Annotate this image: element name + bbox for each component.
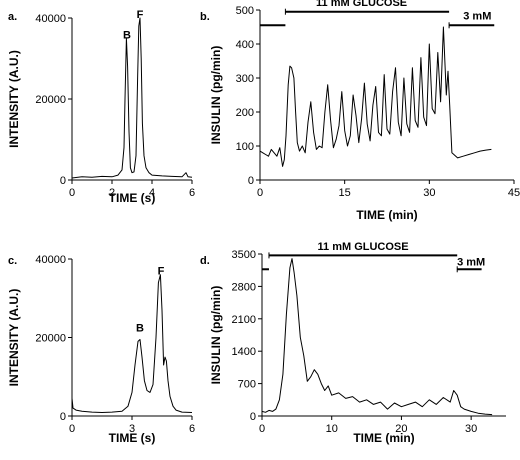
panel-a: a. 0 2 4 6 0 20000 40000 TIME (s) INTENSITY (A.U.… <box>7 9 195 205</box>
x-axis-label-b: TIME (min) <box>356 208 417 222</box>
annotation-label: 11 mM GLUCOSE <box>318 241 409 253</box>
series-line-a <box>71 17 193 179</box>
y-tick-label: 0 <box>60 175 66 187</box>
x-tick-label: 30 <box>423 187 435 199</box>
annotation-label: 11 mM GLUCOSE <box>316 0 407 9</box>
panel-label-c: c. <box>8 255 17 267</box>
annotation-label: F <box>158 266 165 278</box>
y-tick-label: 2100 <box>232 314 256 326</box>
y-tick-label: 20000 <box>35 333 66 345</box>
panel-b: b. 0 15 30 45 0 100 200 300 400 500 TIME (min) INSUL… <box>200 0 520 222</box>
y-tick-label: 200 <box>236 107 254 119</box>
x-tick-label: 45 <box>508 187 520 199</box>
x-axis-label-c: TIME (s) <box>109 431 156 445</box>
y-axis-label-c: INTENSITY (A.U.) <box>7 289 21 387</box>
y-tick-label: 500 <box>236 5 254 17</box>
x-tick-label: 6 <box>189 423 195 435</box>
x-tick-label: 6 <box>189 187 195 199</box>
annotation-label: F <box>137 9 144 21</box>
x-tick-label: 30 <box>465 423 477 435</box>
panel-label-d: d. <box>200 255 210 267</box>
y-axis-label-d: INSULIN (pg/min) <box>209 286 223 385</box>
panel-label-b: b. <box>200 11 210 23</box>
x-tick-label: 0 <box>257 187 263 199</box>
x-tick-label: 3 <box>129 423 135 435</box>
y-tick-label: 0 <box>60 411 66 423</box>
x-tick-label: 2 <box>109 187 115 199</box>
annotation-label: 3 mM <box>463 11 491 23</box>
x-tick-label: 0 <box>69 423 75 435</box>
y-axis-label-b: INSULIN (pg/min) <box>209 46 223 145</box>
x-axis-label-d: TIME (min) <box>353 431 414 445</box>
y-axis-label-a: INTENSITY (A.U.) <box>7 50 21 148</box>
y-tick-label: 40000 <box>35 254 66 266</box>
y-tick-label: 700 <box>238 379 256 391</box>
x-tick-label: 10 <box>326 423 338 435</box>
y-tick-label: 0 <box>250 411 256 423</box>
y-tick-label: 20000 <box>35 94 66 106</box>
y-tick-label: 0 <box>248 175 254 187</box>
y-tick-label: 40000 <box>35 13 66 25</box>
y-tick-label: 3500 <box>232 249 256 261</box>
y-tick-label: 100 <box>236 141 254 153</box>
panel-c: c. 0 3 6 0 20000 40000 TIME (s) INTENSITY (A.U.)… <box>7 254 195 445</box>
series-line-b <box>259 26 492 167</box>
y-tick-label: 1400 <box>232 346 256 358</box>
series-line-d <box>261 258 493 416</box>
x-tick-label: 20 <box>395 423 407 435</box>
x-tick-label: 15 <box>339 187 351 199</box>
annotation-label: B <box>123 29 131 41</box>
y-tick-label: 300 <box>236 73 254 85</box>
x-tick-label: 0 <box>259 423 265 435</box>
y-tick-label: 2800 <box>232 281 256 293</box>
annotation-label: B <box>136 323 144 335</box>
x-tick-label: 4 <box>149 187 155 199</box>
annotation-label: 3 mM <box>457 257 485 269</box>
x-axis-label-a: TIME (s) <box>109 191 156 205</box>
y-tick-label: 400 <box>236 39 254 51</box>
x-tick-label: 0 <box>69 187 75 199</box>
series-line-c <box>71 274 193 413</box>
panel-d: d. 0 10 20 30 0 700 1400 2100 2800 3500 TIME (min) I… <box>200 241 506 445</box>
panel-label-a: a. <box>8 11 17 23</box>
